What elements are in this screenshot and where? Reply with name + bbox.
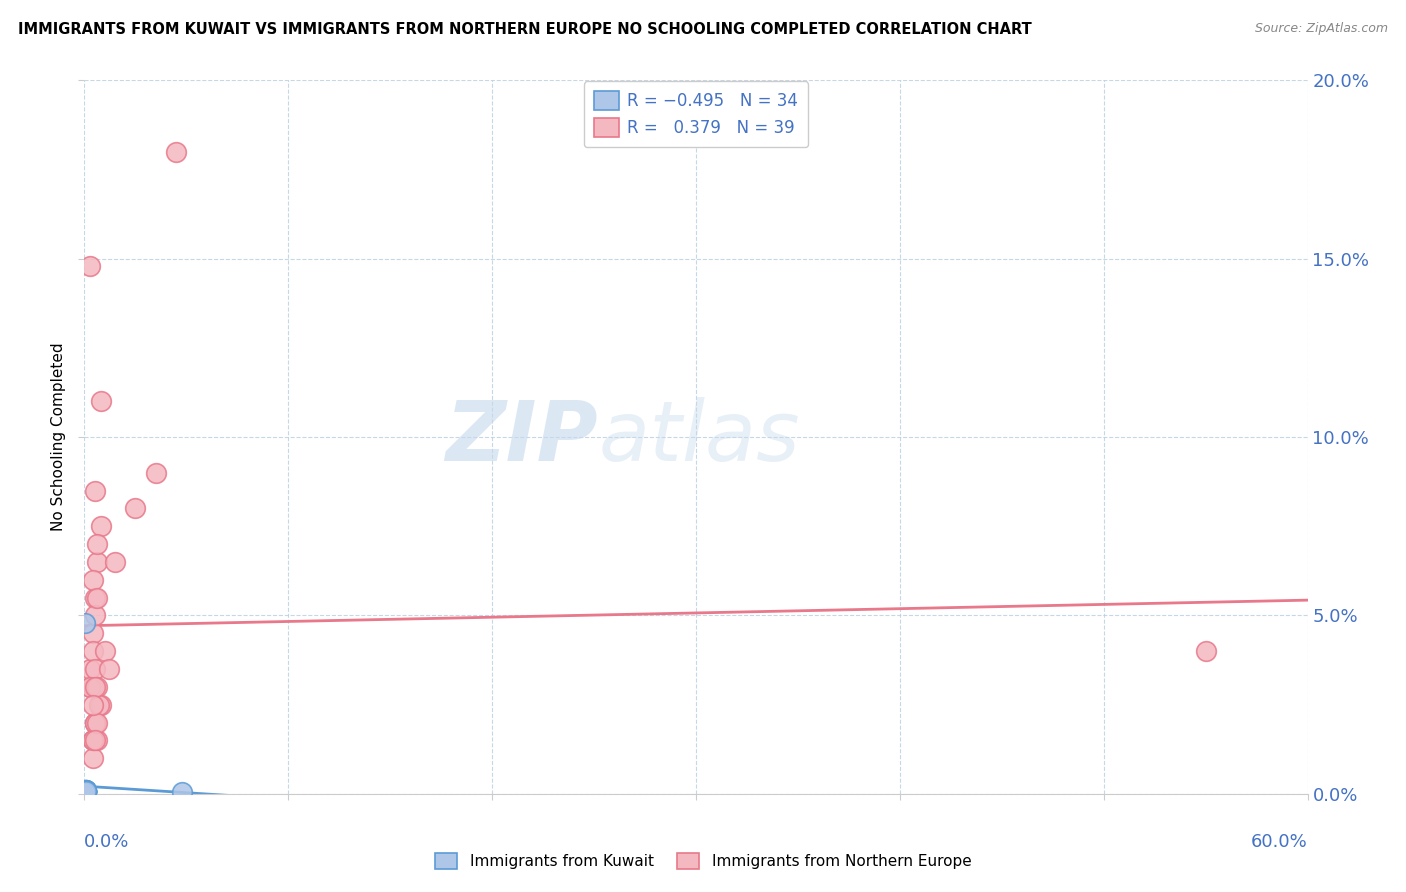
- Point: [90, 519, 112, 533]
- Point: [75, 785, 97, 799]
- Point: [75, 785, 97, 799]
- Point: [1195, 644, 1218, 658]
- Legend: Immigrants from Kuwait, Immigrants from Northern Europe: Immigrants from Kuwait, Immigrants from …: [429, 847, 977, 875]
- Point: [82, 573, 104, 587]
- Point: [97, 662, 120, 676]
- Point: [75, 784, 97, 798]
- Point: [75, 784, 97, 798]
- Point: [75, 784, 97, 798]
- Point: [82, 733, 104, 747]
- Point: [86, 591, 108, 605]
- Point: [75, 785, 97, 799]
- Text: 60.0%: 60.0%: [1251, 833, 1308, 851]
- Point: [165, 145, 187, 159]
- Point: [79, 680, 101, 694]
- Point: [93, 644, 115, 658]
- Point: [75, 785, 97, 799]
- Point: [75, 784, 97, 798]
- Point: [75, 615, 97, 630]
- Point: [75, 785, 97, 799]
- Point: [75, 785, 97, 799]
- Point: [75, 784, 97, 798]
- Point: [75, 783, 97, 797]
- Point: [75, 782, 97, 797]
- Point: [75, 784, 97, 798]
- Point: [86, 715, 108, 730]
- Point: [75, 783, 97, 797]
- Point: [75, 785, 97, 799]
- Point: [83, 662, 105, 676]
- Point: [82, 751, 104, 765]
- Point: [86, 680, 108, 694]
- Point: [87, 698, 110, 712]
- Point: [83, 483, 105, 498]
- Point: [79, 680, 101, 694]
- Point: [75, 785, 97, 799]
- Point: [75, 785, 97, 799]
- Point: [75, 783, 97, 797]
- Point: [172, 785, 194, 799]
- Point: [86, 555, 108, 569]
- Point: [83, 715, 105, 730]
- Point: [83, 680, 105, 694]
- Text: atlas: atlas: [598, 397, 800, 477]
- Point: [82, 626, 104, 640]
- Point: [75, 783, 97, 797]
- Point: [83, 591, 105, 605]
- Point: [79, 662, 101, 676]
- Point: [124, 501, 146, 516]
- Point: [86, 537, 108, 551]
- Point: [82, 698, 104, 712]
- Point: [83, 715, 105, 730]
- Point: [75, 785, 97, 799]
- Point: [82, 680, 104, 694]
- Point: [75, 784, 97, 798]
- Text: IMMIGRANTS FROM KUWAIT VS IMMIGRANTS FROM NORTHERN EUROPE NO SCHOOLING COMPLETED: IMMIGRANTS FROM KUWAIT VS IMMIGRANTS FRO…: [18, 22, 1032, 37]
- Point: [145, 466, 167, 480]
- Point: [83, 608, 105, 623]
- Text: ZIP: ZIP: [446, 397, 598, 477]
- Point: [75, 785, 97, 799]
- Point: [83, 733, 105, 747]
- Point: [75, 783, 97, 797]
- Point: [82, 733, 104, 747]
- Point: [83, 715, 105, 730]
- Text: Source: ZipAtlas.com: Source: ZipAtlas.com: [1254, 22, 1388, 36]
- Point: [75, 784, 97, 798]
- Point: [75, 784, 97, 798]
- Point: [75, 785, 97, 799]
- Point: [79, 259, 101, 273]
- Point: [82, 644, 104, 658]
- Point: [86, 733, 108, 747]
- Point: [75, 785, 97, 799]
- Text: 0.0%: 0.0%: [84, 833, 129, 851]
- Point: [104, 555, 127, 569]
- Point: [90, 394, 112, 409]
- Point: [75, 783, 97, 797]
- Point: [75, 785, 97, 799]
- Point: [75, 785, 97, 799]
- Point: [90, 698, 112, 712]
- Point: [75, 784, 97, 798]
- Y-axis label: No Schooling Completed: No Schooling Completed: [51, 343, 66, 532]
- Point: [82, 733, 104, 747]
- Legend: R = −0.495   N = 34, R =   0.379   N = 39: R = −0.495 N = 34, R = 0.379 N = 39: [583, 81, 808, 147]
